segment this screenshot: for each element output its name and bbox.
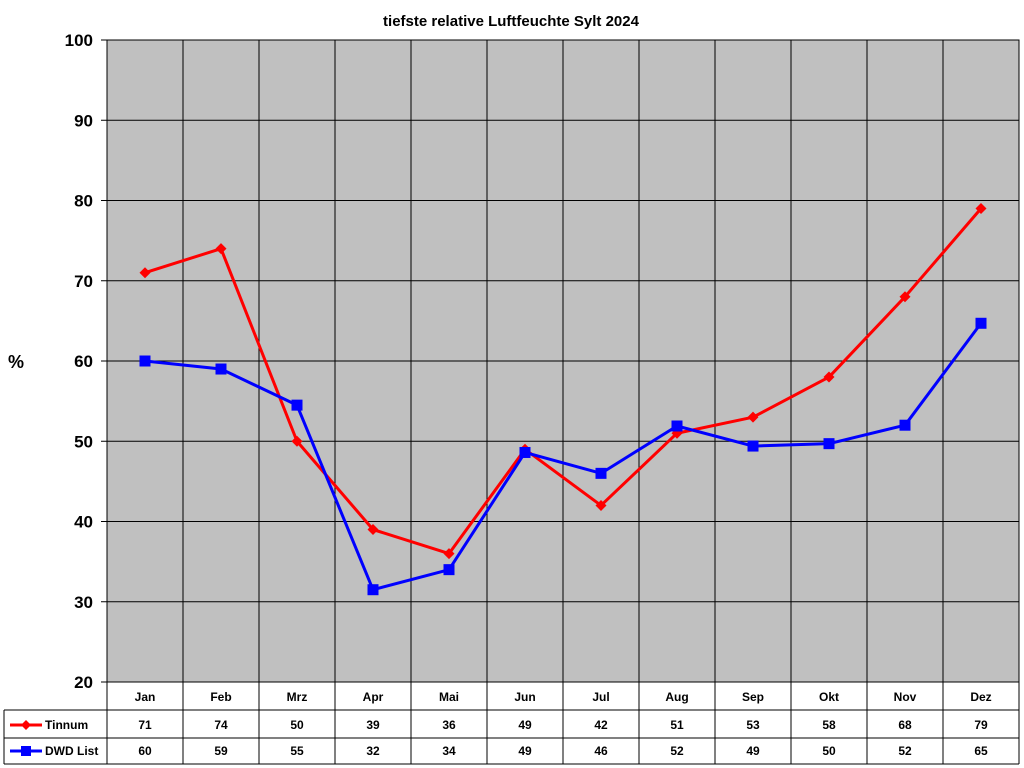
plot-area: 20 30 40 50 60 70 80 90 100 xyxy=(65,31,1020,764)
x-category-label: Nov xyxy=(894,690,917,704)
legend-marker-dwd-list xyxy=(21,746,31,756)
table-cell-tinnum: 39 xyxy=(366,718,380,732)
x-category-label: Aug xyxy=(665,690,688,704)
table-cell-tinnum: 36 xyxy=(442,718,456,732)
table-cell-tinnum: 49 xyxy=(518,718,532,732)
data-point-dwd-list xyxy=(899,419,911,431)
x-category-label: Apr xyxy=(363,690,384,704)
data-point-dwd-list xyxy=(671,420,683,432)
data-point-tinnum xyxy=(899,291,911,303)
data-point-dwd-list xyxy=(975,317,987,329)
y-axis-label: % xyxy=(8,352,24,372)
table-cell-tinnum: 68 xyxy=(898,718,912,732)
data-point-dwd-list xyxy=(139,355,151,367)
table-cell-tinnum: 79 xyxy=(974,718,988,732)
y-tick-label: 80 xyxy=(74,192,93,211)
series-line-dwd-list xyxy=(144,322,983,592)
data-point-tinnum xyxy=(215,243,227,255)
data-point-dwd-list xyxy=(367,584,379,596)
y-tick-label: 20 xyxy=(74,673,93,692)
data-point-dwd-list xyxy=(595,467,607,479)
x-category-label: Dez xyxy=(970,690,991,704)
x-category-label: Sep xyxy=(742,690,764,704)
data-point-tinnum xyxy=(975,203,987,215)
data-point-tinnum xyxy=(139,267,151,279)
data-point-dwd-list xyxy=(215,363,227,375)
data-point-tinnum xyxy=(367,524,379,536)
data-point-tinnum xyxy=(291,435,303,447)
chart-title: tiefste relative Luftfeuchte Sylt 2024 xyxy=(383,13,640,30)
x-category-label: Mrz xyxy=(287,690,308,704)
y-tick-label: 60 xyxy=(74,352,93,371)
x-category-label: Okt xyxy=(819,690,839,704)
y-tick-label: 40 xyxy=(74,513,93,532)
table-cell-tinnum: 42 xyxy=(594,718,608,732)
table-cell-dwd-list: 65 xyxy=(974,744,988,758)
table-cell-dwd-list: 49 xyxy=(746,744,760,758)
data-point-dwd-list xyxy=(519,446,531,458)
table-cell-dwd-list: 49 xyxy=(518,744,532,758)
data-point-dwd-list xyxy=(443,564,455,576)
table-cell-tinnum: 58 xyxy=(822,718,836,732)
x-category-label: Jul xyxy=(592,690,609,704)
table-cell-tinnum: 71 xyxy=(138,718,152,732)
data-point-tinnum xyxy=(595,499,607,511)
table-cell-tinnum: 50 xyxy=(290,718,304,732)
x-category-label: Mai xyxy=(439,690,459,704)
x-category-label: Jun xyxy=(514,690,535,704)
x-category-label: Jan xyxy=(135,690,156,704)
legend-marker-tinnum xyxy=(21,720,31,730)
table-cell-tinnum: 53 xyxy=(746,718,760,732)
table-cell-dwd-list: 46 xyxy=(594,744,608,758)
data-table: Jan Feb Mrz Apr Mai Jun Jul Aug Sep Okt Nov Dez 71 74… xyxy=(3,690,1019,765)
table-cell-dwd-list: 34 xyxy=(442,744,456,758)
series-line-tinnum xyxy=(144,207,983,556)
table-cell-dwd-list: 52 xyxy=(670,744,684,758)
y-tick-label: 90 xyxy=(74,111,93,130)
table-cell-dwd-list: 55 xyxy=(290,744,304,758)
y-tick-label: 50 xyxy=(74,432,93,451)
table-cell-dwd-list: 60 xyxy=(138,744,152,758)
y-tick-label: 30 xyxy=(74,593,93,612)
data-point-dwd-list xyxy=(291,399,303,411)
y-tick-label: 70 xyxy=(74,272,93,291)
data-point-tinnum xyxy=(747,411,759,423)
legend-label-dwd-list: DWD List xyxy=(45,744,98,758)
table-cell-dwd-list: 32 xyxy=(366,744,380,758)
legend-label-tinnum: Tinnum xyxy=(45,718,88,732)
data-point-dwd-list xyxy=(747,440,759,452)
data-point-dwd-list xyxy=(823,438,835,450)
data-point-tinnum xyxy=(823,371,835,383)
x-category-label: Feb xyxy=(210,690,231,704)
table-cell-tinnum: 74 xyxy=(214,718,228,732)
table-cell-dwd-list: 50 xyxy=(822,744,836,758)
table-cell-dwd-list: 59 xyxy=(214,744,228,758)
table-cell-dwd-list: 52 xyxy=(898,744,912,758)
y-tick-label: 100 xyxy=(65,31,93,50)
data-point-tinnum xyxy=(443,548,455,560)
table-cell-tinnum: 51 xyxy=(670,718,684,732)
